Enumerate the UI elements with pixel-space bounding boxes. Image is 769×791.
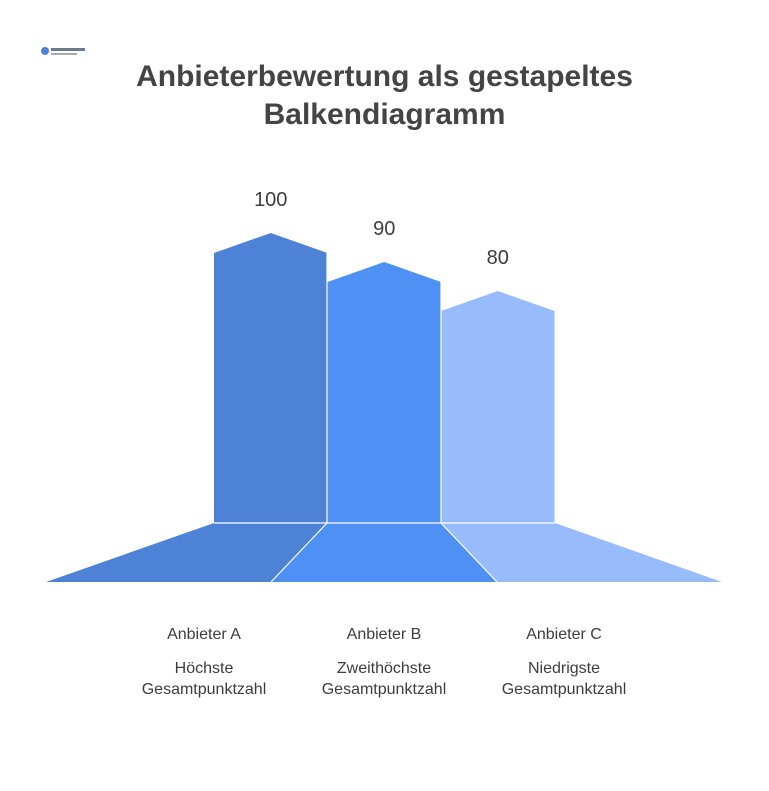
category-description-c: Niedrigste Gesamtpunktzahl bbox=[501, 660, 627, 698]
brand-logo bbox=[40, 44, 90, 58]
fan-separator-2 bbox=[440, 522, 498, 583]
bar-base-a bbox=[46, 523, 327, 582]
fan-separator-1 bbox=[270, 522, 328, 583]
value-label-c: 80 bbox=[487, 247, 509, 269]
category-a: Anbieter A Höchste Gesamtpunktzahl bbox=[114, 624, 294, 700]
bar-base-b bbox=[271, 523, 497, 582]
chart-title-line-2: Balkendiagramm bbox=[263, 98, 506, 131]
category-label-c: Anbieter C bbox=[526, 626, 602, 643]
category-label-b: Anbieter B bbox=[346, 626, 422, 643]
bar-b bbox=[327, 262, 441, 523]
bar-a bbox=[214, 233, 328, 523]
bar-base-c bbox=[441, 523, 722, 582]
category-description-a: Höchste Gesamtpunktzahl bbox=[141, 660, 267, 698]
bar-c bbox=[441, 291, 555, 523]
chart-title-line-1: Anbieterbewertung als gestapeltes bbox=[136, 60, 633, 93]
category-b: Anbieter B Zweithöchste Gesamtpunktzahl bbox=[294, 624, 474, 700]
category-description-b: Zweithöchste Gesamtpunktzahl bbox=[321, 660, 447, 698]
value-label-b: 90 bbox=[373, 218, 395, 240]
category-label-a: Anbieter A bbox=[167, 626, 241, 643]
chart-title: Anbieterbewertung als gestapeltes Balken… bbox=[0, 58, 769, 134]
value-label-a: 100 bbox=[254, 189, 287, 211]
category-c: Anbieter C Niedrigste Gesamtpunktzahl bbox=[474, 624, 654, 700]
